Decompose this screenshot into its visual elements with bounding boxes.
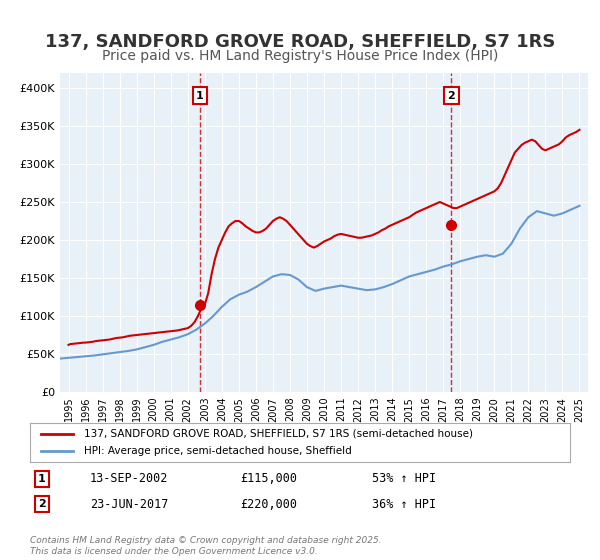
Text: 2: 2 — [38, 499, 46, 509]
Text: 1: 1 — [38, 474, 46, 484]
Text: £115,000: £115,000 — [240, 472, 297, 486]
Text: 13-SEP-2002: 13-SEP-2002 — [90, 472, 169, 486]
Text: 53% ↑ HPI: 53% ↑ HPI — [372, 472, 436, 486]
Text: 1: 1 — [196, 91, 204, 101]
Text: Price paid vs. HM Land Registry's House Price Index (HPI): Price paid vs. HM Land Registry's House … — [102, 49, 498, 63]
Text: 2: 2 — [448, 91, 455, 101]
Text: £220,000: £220,000 — [240, 497, 297, 511]
Text: 137, SANDFORD GROVE ROAD, SHEFFIELD, S7 1RS (semi-detached house): 137, SANDFORD GROVE ROAD, SHEFFIELD, S7 … — [84, 429, 473, 439]
Text: 23-JUN-2017: 23-JUN-2017 — [90, 497, 169, 511]
Text: 36% ↑ HPI: 36% ↑ HPI — [372, 497, 436, 511]
Text: HPI: Average price, semi-detached house, Sheffield: HPI: Average price, semi-detached house,… — [84, 446, 352, 456]
Text: 137, SANDFORD GROVE ROAD, SHEFFIELD, S7 1RS: 137, SANDFORD GROVE ROAD, SHEFFIELD, S7 … — [45, 33, 555, 51]
Text: Contains HM Land Registry data © Crown copyright and database right 2025.
This d: Contains HM Land Registry data © Crown c… — [30, 536, 382, 556]
